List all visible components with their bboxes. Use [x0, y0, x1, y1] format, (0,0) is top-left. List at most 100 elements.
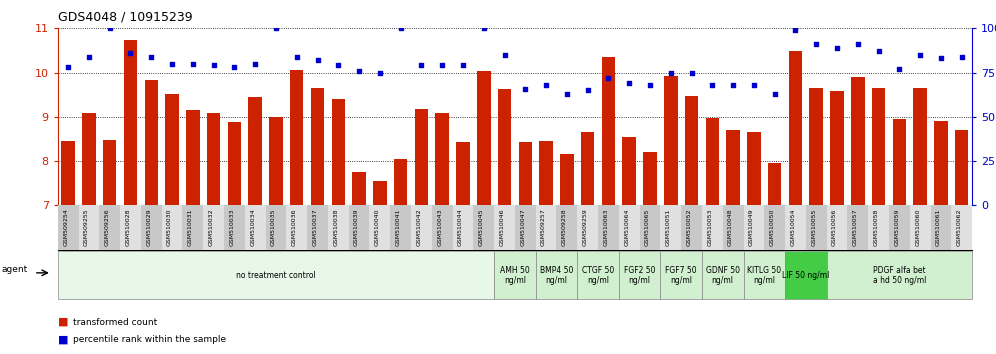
- Text: no treatment control: no treatment control: [236, 271, 316, 280]
- Bar: [62, 141, 75, 205]
- Point: [226, 64, 242, 70]
- Text: ■: ■: [58, 335, 69, 345]
- Point: [247, 61, 263, 67]
- Point: [933, 56, 949, 61]
- Bar: [290, 70, 304, 205]
- Text: GSM509255: GSM509255: [84, 209, 89, 246]
- Bar: [435, 113, 449, 205]
- Point: [601, 75, 617, 81]
- Text: KITLG 50
ng/ml: KITLG 50 ng/ml: [747, 266, 781, 285]
- Text: GSM509254: GSM509254: [63, 209, 68, 246]
- Point: [352, 68, 368, 74]
- Text: CTGF 50
ng/ml: CTGF 50 ng/ml: [582, 266, 615, 285]
- Text: GSM510049: GSM510049: [749, 209, 754, 246]
- Bar: [353, 172, 366, 205]
- Text: GSM510042: GSM510042: [416, 209, 421, 246]
- Text: LIF 50 ng/ml: LIF 50 ng/ml: [782, 271, 830, 280]
- Text: percentile rank within the sample: percentile rank within the sample: [73, 335, 226, 344]
- Text: GSM510051: GSM510051: [665, 209, 670, 246]
- Bar: [789, 51, 802, 205]
- Text: GSM510055: GSM510055: [812, 209, 817, 246]
- Point: [788, 27, 804, 33]
- Bar: [144, 80, 158, 205]
- Bar: [685, 96, 698, 205]
- Bar: [664, 76, 677, 205]
- Bar: [810, 88, 823, 205]
- Point: [372, 70, 387, 75]
- Bar: [124, 40, 137, 205]
- Text: GSM510056: GSM510056: [832, 209, 837, 246]
- Text: GSM510058: GSM510058: [873, 209, 878, 246]
- Text: GSM509258: GSM509258: [562, 209, 567, 246]
- Point: [871, 48, 886, 54]
- Bar: [414, 109, 428, 205]
- Text: GSM509257: GSM509257: [541, 209, 546, 246]
- Bar: [602, 57, 616, 205]
- Bar: [165, 94, 179, 205]
- Point: [767, 91, 783, 97]
- Point: [850, 41, 866, 47]
- Text: GDS4048 / 10915239: GDS4048 / 10915239: [58, 11, 192, 24]
- Bar: [477, 71, 490, 205]
- Point: [164, 61, 180, 67]
- Bar: [269, 117, 283, 205]
- Text: AMH 50
ng/ml: AMH 50 ng/ml: [500, 266, 530, 285]
- Point: [662, 70, 678, 75]
- Bar: [186, 110, 199, 205]
- Text: GSM510033: GSM510033: [229, 209, 234, 246]
- Bar: [540, 141, 553, 205]
- Point: [476, 25, 492, 31]
- Bar: [560, 154, 574, 205]
- Text: GSM510030: GSM510030: [167, 209, 172, 246]
- Bar: [581, 132, 595, 205]
- Point: [580, 87, 596, 93]
- Point: [538, 82, 554, 88]
- Text: GSM510054: GSM510054: [791, 209, 796, 246]
- Bar: [519, 143, 532, 205]
- Bar: [498, 90, 511, 205]
- Text: GSM510035: GSM510035: [271, 209, 276, 246]
- Point: [268, 25, 284, 31]
- Point: [517, 86, 533, 91]
- Bar: [747, 132, 761, 205]
- Text: GSM510034: GSM510034: [250, 209, 255, 246]
- Text: GSM510038: GSM510038: [334, 209, 339, 246]
- Point: [746, 82, 762, 88]
- Bar: [103, 140, 117, 205]
- Text: GSM510061: GSM510061: [936, 209, 941, 246]
- Point: [289, 54, 305, 59]
- Bar: [913, 88, 927, 205]
- Point: [60, 64, 76, 70]
- Point: [559, 91, 575, 97]
- Text: GSM510036: GSM510036: [292, 209, 297, 246]
- Point: [497, 52, 513, 58]
- Point: [829, 45, 845, 51]
- Bar: [955, 130, 968, 205]
- Text: GSM509256: GSM509256: [105, 209, 110, 246]
- Point: [434, 63, 450, 68]
- Text: BMP4 50
ng/ml: BMP4 50 ng/ml: [540, 266, 573, 285]
- Text: ■: ■: [58, 317, 69, 327]
- Text: FGF2 50
ng/ml: FGF2 50 ng/ml: [623, 266, 655, 285]
- Text: GSM510046: GSM510046: [500, 209, 505, 246]
- Bar: [934, 121, 947, 205]
- Text: GSM510065: GSM510065: [645, 209, 650, 246]
- Point: [891, 66, 907, 72]
- Point: [912, 52, 928, 58]
- Point: [642, 82, 658, 88]
- Text: GSM510043: GSM510043: [437, 209, 442, 246]
- Bar: [768, 163, 782, 205]
- Point: [123, 50, 138, 56]
- Bar: [83, 113, 96, 205]
- Point: [185, 61, 201, 67]
- Text: GSM510053: GSM510053: [707, 209, 712, 246]
- Text: GSM510045: GSM510045: [479, 209, 484, 246]
- Text: agent: agent: [2, 265, 28, 274]
- Text: GSM510048: GSM510048: [728, 209, 733, 246]
- Point: [622, 80, 637, 86]
- Text: GSM510052: GSM510052: [686, 209, 691, 246]
- Text: GSM510028: GSM510028: [125, 209, 130, 246]
- Text: GSM510062: GSM510062: [957, 209, 962, 246]
- Bar: [622, 137, 636, 205]
- Text: GSM510064: GSM510064: [624, 209, 629, 246]
